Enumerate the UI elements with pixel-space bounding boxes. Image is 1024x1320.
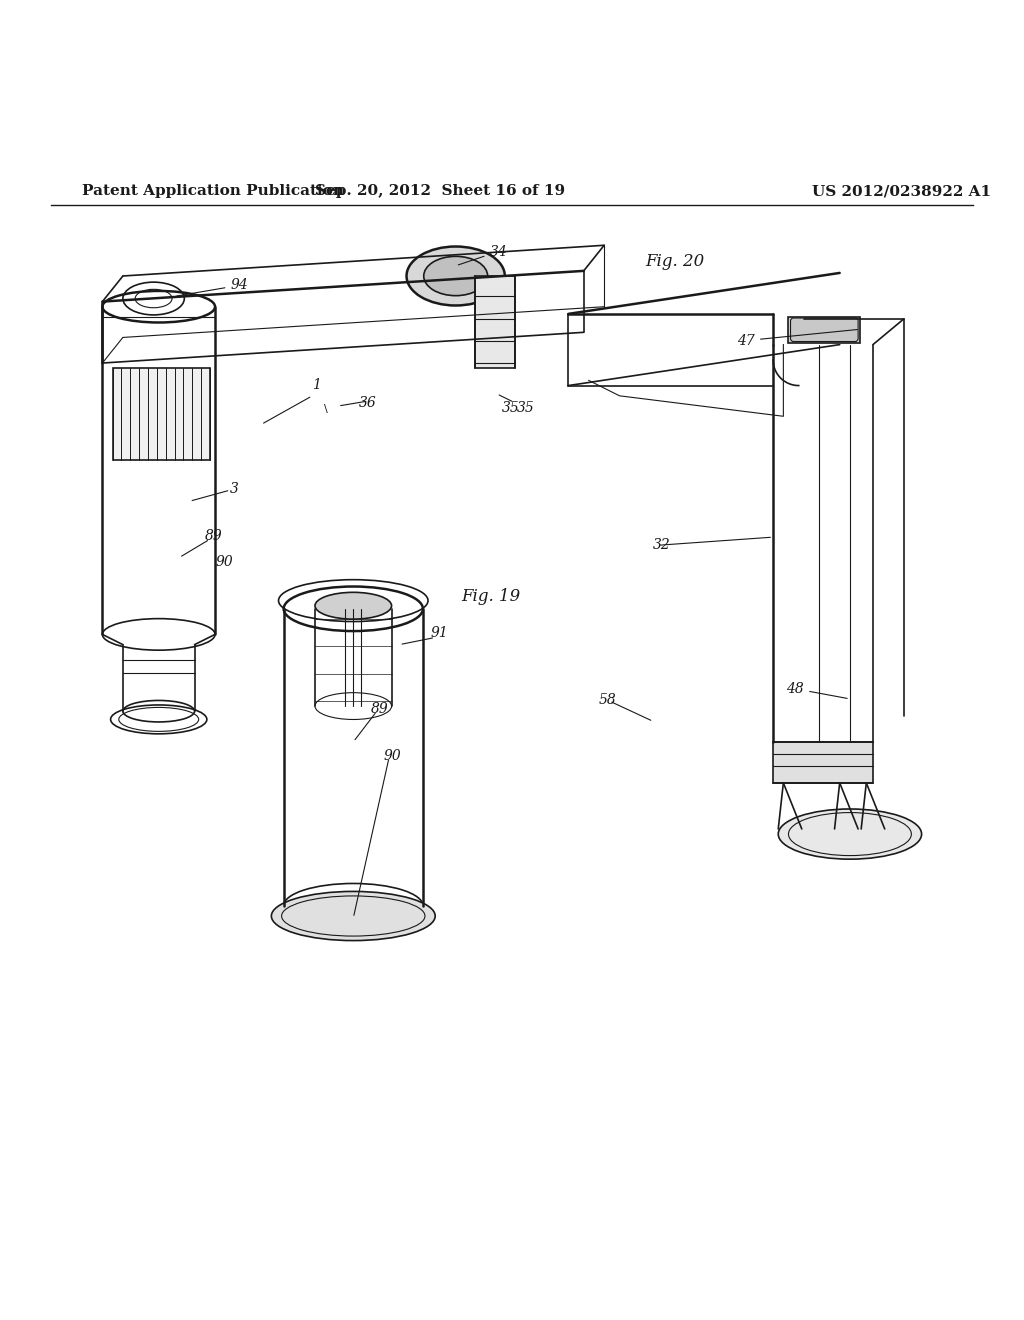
Text: Patent Application Publication: Patent Application Publication [82,183,344,198]
Text: 32: 32 [653,539,671,552]
Text: 47: 47 [737,330,857,347]
Ellipse shape [778,809,922,859]
Bar [474,276,515,368]
Text: 94: 94 [177,279,248,296]
Text: Sep. 20, 2012  Sheet 16 of 19: Sep. 20, 2012 Sheet 16 of 19 [315,183,565,198]
Bar [788,317,860,343]
Text: US 2012/0238922 A1: US 2012/0238922 A1 [812,183,990,198]
Text: 35: 35 [502,401,519,416]
Text: 34: 34 [459,244,507,265]
Text: 3: 3 [229,482,239,496]
Bar [773,742,872,783]
Text: 91: 91 [430,627,447,640]
Text: 36: 36 [358,396,376,411]
Text: 89: 89 [371,702,388,717]
FancyBboxPatch shape [791,318,858,342]
Text: Fig. 19: Fig. 19 [461,587,520,605]
Text: 48: 48 [786,681,847,698]
Text: 35: 35 [499,395,535,416]
Text: 58: 58 [599,693,616,708]
Text: 90: 90 [384,750,401,763]
Ellipse shape [424,256,487,296]
Text: $\backslash$: $\backslash$ [323,403,329,416]
Bar [113,368,210,461]
Text: 89: 89 [205,529,222,544]
Ellipse shape [407,247,505,305]
Ellipse shape [271,891,435,941]
Ellipse shape [315,593,391,619]
Text: 1: 1 [312,378,322,392]
Text: Fig. 20: Fig. 20 [645,252,705,269]
Text: 90: 90 [215,554,232,569]
